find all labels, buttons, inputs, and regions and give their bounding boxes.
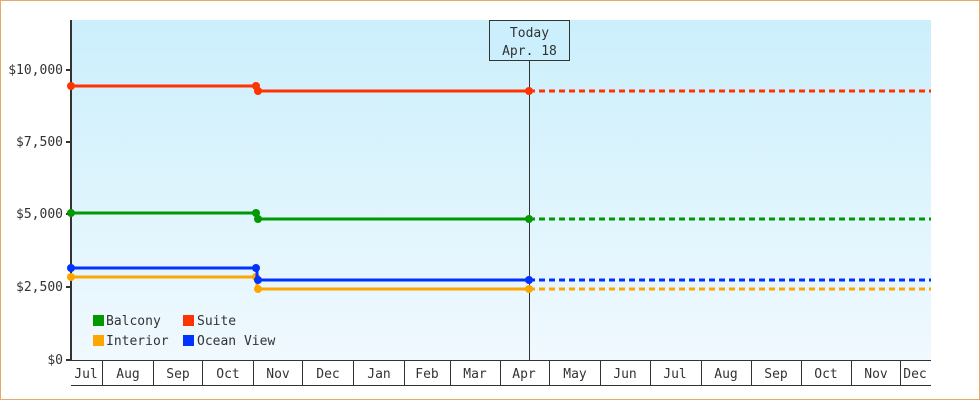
legend-label: Interior [106, 334, 169, 349]
ocean-view-swatch-icon [183, 335, 194, 346]
y-tick-label: $10,000 [8, 63, 63, 78]
y-tick-label: $7,500 [16, 135, 63, 150]
month-label: Apr [512, 367, 536, 382]
balcony-swatch-icon [93, 315, 104, 326]
y-tick-label: $2,500 [16, 280, 63, 295]
month-label: Sep [764, 367, 788, 382]
legend-label: Balcony [106, 314, 161, 329]
series-suite[interactable] [67, 82, 931, 95]
legend-item-suite[interactable]: Suite [183, 314, 236, 329]
today-marker: Today Apr. 18 [489, 20, 570, 61]
month-label: Nov [864, 367, 888, 382]
x-month-labels: Jul Aug Sep Oct Nov Dec Jan Feb Mar Apr … [74, 367, 926, 382]
month-label: Mar [463, 367, 487, 382]
interior-swatch-icon [93, 335, 104, 346]
month-label: Jun [613, 367, 636, 382]
month-label: Oct [216, 367, 239, 382]
month-label: May [563, 367, 587, 382]
month-label: Sep [166, 367, 190, 382]
legend-label: Suite [197, 314, 236, 329]
series-ocean-view[interactable] [67, 264, 931, 284]
today-label: Today [510, 26, 549, 41]
legend-item-ocean-view[interactable]: Ocean View [183, 334, 275, 349]
legend-item-balcony[interactable]: Balcony [93, 314, 161, 329]
today-date: Apr. 18 [502, 44, 557, 59]
x-axis [71, 360, 931, 386]
suite-swatch-icon [183, 315, 194, 326]
y-tick-label: $0 [47, 353, 63, 368]
legend-label: Ocean View [197, 334, 275, 349]
month-label: Aug [714, 367, 737, 382]
month-label: Dec [316, 367, 339, 382]
month-label: Dec [903, 367, 926, 382]
month-label: Aug [116, 367, 139, 382]
month-label: Jul [74, 367, 97, 382]
legend: Balcony Suite Interior Ocean View [93, 314, 275, 349]
month-label: Nov [266, 367, 290, 382]
month-label: Feb [415, 367, 439, 382]
y-tick-label: $5,000 [16, 207, 63, 222]
month-label: Jul [663, 367, 686, 382]
plot-area [71, 20, 931, 360]
series-balcony[interactable] [67, 209, 931, 223]
month-label: Jan [367, 367, 390, 382]
legend-item-interior[interactable]: Interior [93, 334, 169, 349]
month-label: Oct [814, 367, 837, 382]
